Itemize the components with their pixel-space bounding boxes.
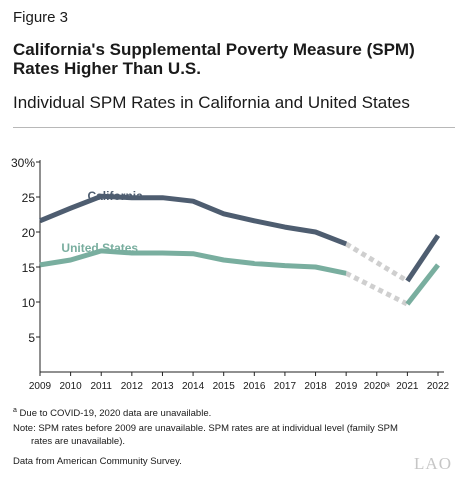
footnote-mark: a	[13, 407, 17, 414]
footnote-text: Due to COVID-19, 2020 data are unavailab…	[16, 408, 212, 420]
y-tick-label: 5	[28, 331, 35, 345]
y-tick-label: 25	[22, 191, 36, 205]
y-tick-label: 20	[22, 226, 36, 240]
united-states-gap-connector	[345, 271, 409, 307]
united-states-line-2021-2022	[405, 263, 440, 306]
x-tick-label: 2022	[427, 381, 450, 392]
x-tick-label: 2020ᵃ	[364, 381, 390, 392]
california-line-2021-2022	[405, 234, 441, 283]
california-line-2009-2019	[39, 193, 348, 247]
note-line-1: Note: SPM rates before 2009 are unavaila…	[13, 423, 398, 434]
note-line-2: rates are unavailable).	[31, 436, 125, 447]
y-tick-label: 15	[22, 261, 36, 275]
united-states-line-2009-2019	[39, 248, 347, 276]
x-tick-label: 2010	[59, 381, 82, 392]
x-tick-label: 2012	[121, 381, 144, 392]
x-tick-label: 2014	[182, 381, 205, 392]
figure-label: Figure 3	[13, 9, 69, 26]
chart-title: California's Supplemental Poverty Measur…	[13, 40, 415, 78]
chart-subtitle: Individual SPM Rates in California and U…	[13, 93, 410, 112]
x-tick-label: 2018	[304, 381, 327, 392]
california-gap-connector	[344, 241, 409, 284]
x-tick-label: 2017	[274, 381, 297, 392]
x-tick-label: 2013	[151, 381, 174, 392]
y-tick-label: 10	[22, 296, 36, 310]
x-tick-label: 2021	[396, 381, 419, 392]
lao-logo: LAO	[414, 454, 452, 473]
x-tick-label: 2015	[213, 381, 236, 392]
source-note: Data from American Community Survey.	[13, 456, 182, 467]
united-states-series-label: United States	[61, 241, 138, 255]
california-series-label: California	[87, 189, 143, 203]
footnote: a Due to COVID-19, 2020 data are unavail…	[13, 405, 211, 420]
x-tick-label: 2011	[90, 381, 112, 392]
x-tick-label: 2016	[243, 381, 266, 392]
x-tick-label: 2019	[335, 381, 358, 392]
title-divider	[13, 127, 455, 128]
y-tick-label: 30%	[11, 156, 35, 170]
x-tick-label: 2009	[29, 381, 52, 392]
